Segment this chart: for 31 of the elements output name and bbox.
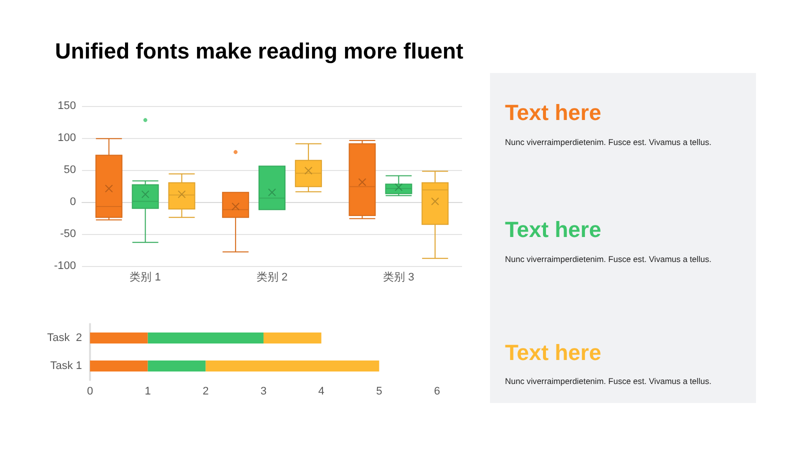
text: Nunc viverraimperdietenim. Fusce est. Vivamus a tellus. bbox=[505, 254, 712, 264]
text: Nunc viverraimperdietenim. Fusce est. Vivamus a tellus. bbox=[505, 137, 712, 147]
y-tick-label: -50 bbox=[60, 228, 76, 240]
y-tick-label: 0 bbox=[70, 196, 76, 208]
x-tick-label: 3 bbox=[260, 386, 267, 398]
x-tick-label: 4 bbox=[318, 386, 324, 398]
bar bbox=[264, 332, 322, 344]
text: Text here bbox=[505, 217, 602, 243]
bar bbox=[148, 360, 206, 372]
x-tick-label: 0 bbox=[86, 386, 94, 398]
y-tick-label: 50 bbox=[64, 164, 76, 176]
bar bbox=[148, 332, 264, 344]
x-tick-label: 类别 3 bbox=[383, 270, 414, 284]
bar bbox=[90, 332, 148, 344]
x-tick-label: 6 bbox=[434, 386, 440, 398]
y-tick-label: -100 bbox=[54, 260, 76, 272]
text: Text here bbox=[505, 340, 602, 366]
y-tick-label: Task 2 bbox=[47, 332, 82, 344]
y-tick-label: 100 bbox=[58, 132, 76, 144]
y-tick-label: 150 bbox=[58, 100, 76, 112]
text: Text here bbox=[505, 100, 602, 126]
y-tick-label: Task 1 bbox=[50, 360, 82, 372]
x-tick-label: 类别 1 bbox=[130, 270, 161, 284]
text: Nunc viverraimperdietenim. Fusce est. Vivamus a tellus. bbox=[505, 376, 712, 386]
x-tick-label: 2 bbox=[202, 386, 209, 398]
x-tick-label: 1 bbox=[144, 386, 151, 398]
bar bbox=[206, 360, 380, 372]
x-tick-label: 类别 2 bbox=[256, 270, 288, 284]
bar bbox=[90, 360, 148, 372]
x-tick-label: 5 bbox=[376, 386, 382, 398]
chart-title: Unified fonts make reading more fluent bbox=[55, 38, 464, 64]
